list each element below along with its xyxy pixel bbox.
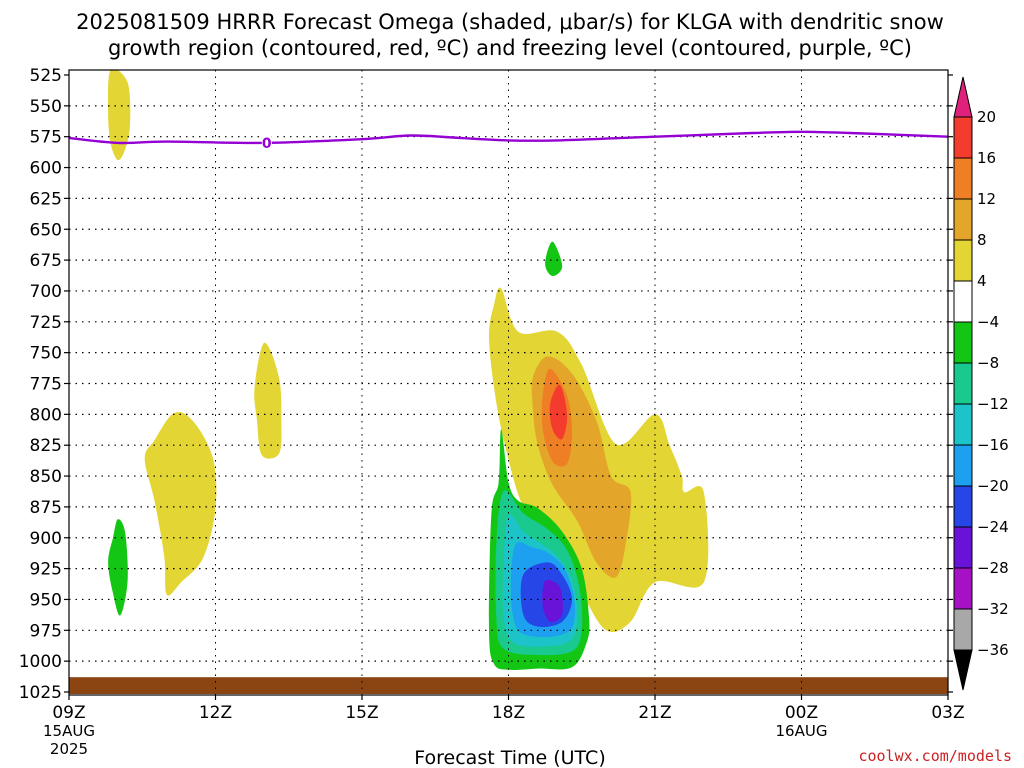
colorbar-label-12: −32 <box>977 600 1009 618</box>
colorbar-label-3: 8 <box>977 231 987 249</box>
y-tick-label-19: 1000 <box>19 652 62 672</box>
x-tick-label-3: 18Z <box>492 703 525 723</box>
y-tick-label-0: 525 <box>30 66 62 86</box>
x-tick-label-6: 03Z <box>931 703 964 723</box>
colorbar-label-2: 12 <box>977 190 996 208</box>
colorbar-bin-8 <box>953 403 973 446</box>
y-tick-label-11: 800 <box>30 405 62 425</box>
omega-region-14 <box>542 579 563 623</box>
ground-surface-band <box>69 677 948 694</box>
x-tick-date-0: 15AUG <box>43 722 95 740</box>
colorbar-label-4: 4 <box>977 272 987 290</box>
colorbar-bin-12 <box>953 567 973 610</box>
y-tick-label-2: 575 <box>30 128 62 148</box>
colorbar-bin-7 <box>953 362 973 405</box>
chart-title-line2: growth region (contoured, red, ºC) and f… <box>108 36 912 60</box>
y-tick-label-9: 750 <box>30 344 62 364</box>
x-tick-label-4: 21Z <box>638 703 671 723</box>
colorbar-bin-6 <box>953 321 973 364</box>
y-tick-label-17: 950 <box>30 590 62 610</box>
colorbar-bin-13 <box>953 608 973 651</box>
freezing-level-label: 0 <box>262 136 272 152</box>
y-tick-label-20: 1025 <box>19 683 62 703</box>
colorbar-label-9: −20 <box>977 477 1009 495</box>
colorbar-bin-1 <box>953 116 973 159</box>
y-tick-label-3: 600 <box>30 159 62 179</box>
omega-region-1 <box>254 342 282 459</box>
y-axis-ticks: 525 550 575 600 625 650 675 700 725 750 775 800 825 8… <box>19 66 953 703</box>
x-tick-label-5: 00Z <box>785 703 818 723</box>
colorbar-label-10: −24 <box>977 518 1009 536</box>
y-tick-label-5: 650 <box>30 220 62 240</box>
y-tick-label-16: 925 <box>30 560 62 580</box>
omega-region-2 <box>144 412 217 596</box>
y-tick-label-6: 675 <box>30 251 62 271</box>
y-tick-label-7: 700 <box>30 282 62 302</box>
colorbar-label-13: −36 <box>977 641 1009 659</box>
ground-surface-layer <box>69 677 948 694</box>
omega-region-0 <box>108 70 131 161</box>
grid-lines <box>69 70 948 695</box>
x-tick-label-1: 12Z <box>199 703 232 723</box>
colorbar-label-11: −28 <box>977 559 1009 577</box>
y-tick-label-4: 625 <box>30 189 62 209</box>
colorbar-bin-2 <box>953 157 973 200</box>
colorbar-bin-11 <box>953 526 973 569</box>
y-tick-label-13: 850 <box>30 467 62 487</box>
y-tick-label-12: 825 <box>30 436 62 456</box>
omega-region-8 <box>549 384 568 440</box>
x-tick-year-0: 2025 <box>50 740 88 758</box>
freezing-level-line <box>68 130 949 145</box>
omega-region-3 <box>108 519 128 616</box>
colorbar-bin-10 <box>953 485 973 528</box>
freezing-label-bg <box>261 134 272 150</box>
colorbar-label-8: −16 <box>977 436 1009 454</box>
colorbar: 20 16 12 8 4 −4 −8 −12 −16 −20 −24 −28 −32 −36 <box>953 76 1009 691</box>
colorbar-bin-0 <box>953 76 973 118</box>
colorbar-bin-5 <box>953 280 973 323</box>
colorbar-bin-14 <box>953 649 973 691</box>
x-tick-label-0: 09Z <box>52 703 85 723</box>
y-tick-label-8: 725 <box>30 313 62 333</box>
y-tick-label-18: 975 <box>30 621 62 641</box>
colorbar-label-0: 20 <box>977 108 996 126</box>
y-tick-label-1: 550 <box>30 97 62 117</box>
x-axis-label: Forecast Time (UTC) <box>414 747 605 768</box>
y-tick-label-10: 775 <box>30 375 62 395</box>
x-tick-date-5: 16AUG <box>776 722 828 740</box>
colorbar-label-5: −4 <box>977 313 999 331</box>
y-tick-label-15: 900 <box>30 529 62 549</box>
colorbar-bin-9 <box>953 444 973 487</box>
credit-text: coolwx.com/models <box>858 747 1012 765</box>
freezing-level-contour: 0 <box>68 130 949 152</box>
colorbar-label-6: −8 <box>977 354 999 372</box>
colorbar-bin-4 <box>953 239 973 282</box>
colorbar-bin-3 <box>953 198 973 241</box>
omega-region-4 <box>545 241 563 277</box>
y-tick-label-14: 875 <box>30 498 62 518</box>
chart-title-line1: 2025081509 HRRR Forecast Omega (shaded, … <box>76 10 944 34</box>
omega-shaded-regions <box>108 70 709 671</box>
colorbar-label-1: 16 <box>977 149 996 167</box>
x-tick-label-2: 15Z <box>345 703 378 723</box>
colorbar-label-7: −12 <box>977 395 1009 413</box>
